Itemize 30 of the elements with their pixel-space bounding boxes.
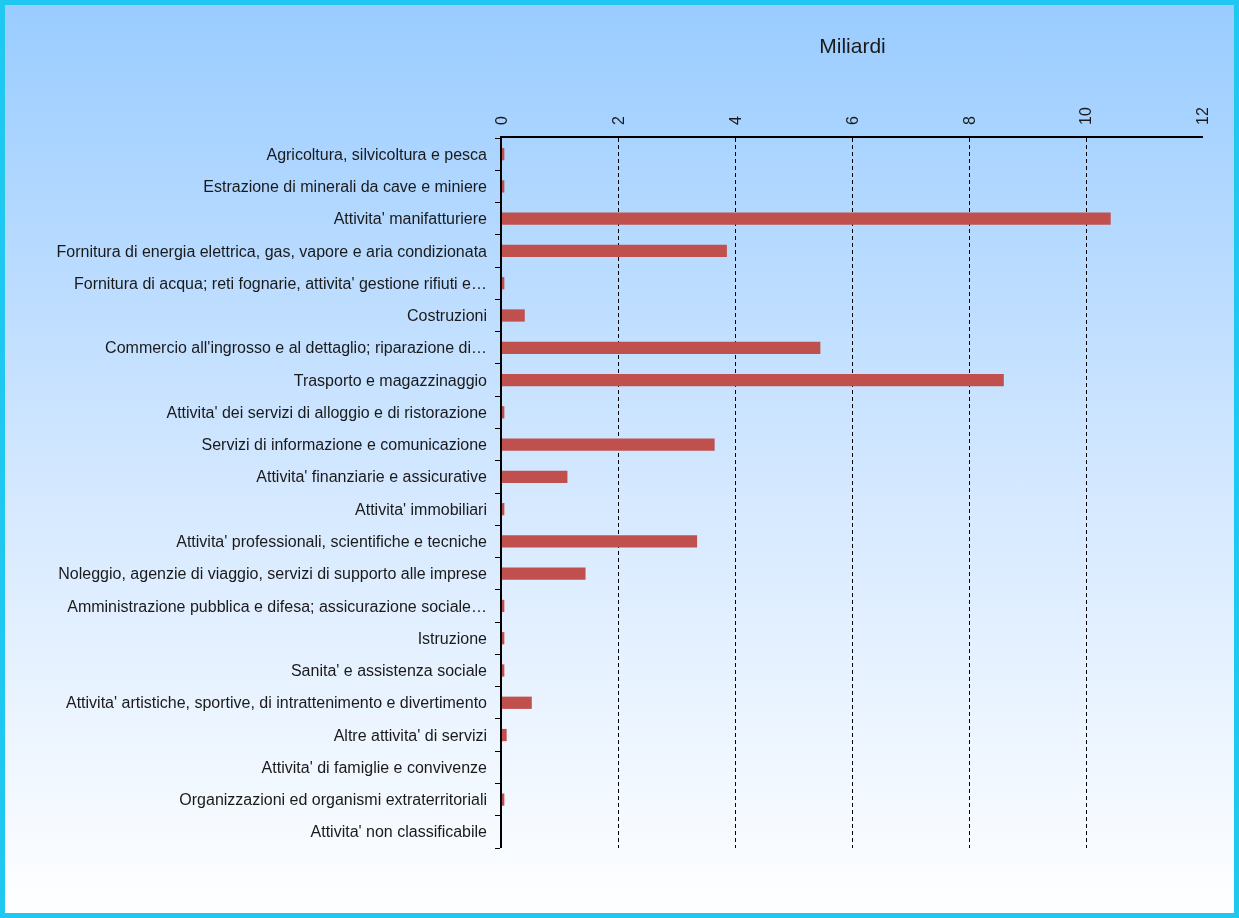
x-tick-label: 10	[1077, 107, 1095, 125]
y-tick-label: Attivita' artistiche, sportive, di intrattenimento e divertimento	[65, 694, 488, 712]
y-tick-label: Amministrazione pubblica e difesa; assicurazione sociale…	[67, 597, 487, 615]
y-tick-label: Trasporto e magazzinaggio	[293, 371, 488, 389]
y-tick-label: Noleggio, agenzie di viaggio, servizi di supporto alle imprese	[58, 565, 488, 583]
y-tick-label: Organizzazioni ed organismi extraterritoriali	[179, 791, 487, 809]
y-tick-label: Sanita' e assistenza sociale	[290, 662, 488, 680]
y-tick-label: Attivita' non classificabile	[310, 823, 488, 841]
x-tick-label: 0	[493, 116, 511, 125]
y-tick-label: Estrazione di minerali da cave e miniere	[203, 178, 488, 196]
y-tick-label: Attivita' professionali, scientifiche e tecniche	[176, 533, 488, 551]
x-tick-label: 4	[726, 116, 744, 125]
x-tick-label: 2	[610, 116, 628, 125]
y-tick-label: Commercio all'ingrosso e al dettaglio; riparazione di…	[105, 339, 487, 357]
y-tick-label: Servizi di informazione e comunicazione	[201, 436, 488, 454]
y-tick-label: Agricoltura, silvicoltura e pesca	[266, 145, 488, 163]
y-tick-label: Istruzione	[417, 629, 488, 647]
x-tick-label: 8	[960, 116, 978, 125]
y-tick-label: Attivita' manifatturiere	[333, 210, 488, 228]
x-tick-label: 6	[843, 116, 861, 125]
y-tick-label: Attivita' finanziarie e assicurative	[256, 468, 488, 486]
y-tick-label: Attivita' immobiliari	[355, 500, 487, 518]
y-tick-label: Attivita' dei servizi di alloggio e di ristorazione	[166, 403, 488, 421]
y-tick-label: Costruzioni	[406, 307, 487, 325]
y-tick-label: Fornitura di energia elettrica, gas, vapore e aria condizionata	[56, 242, 488, 260]
y-tick-label: Altre attivita' di servizi	[333, 726, 487, 744]
x-axis-title: Miliardi	[819, 33, 886, 57]
x-tick-label: 12	[1194, 107, 1212, 125]
y-tick-label: Fornitura di acqua; reti fognarie, attivita' gestione rifiuti e…	[73, 274, 487, 292]
y-tick-label: Attivita' di famiglie e convivenze	[261, 758, 488, 776]
